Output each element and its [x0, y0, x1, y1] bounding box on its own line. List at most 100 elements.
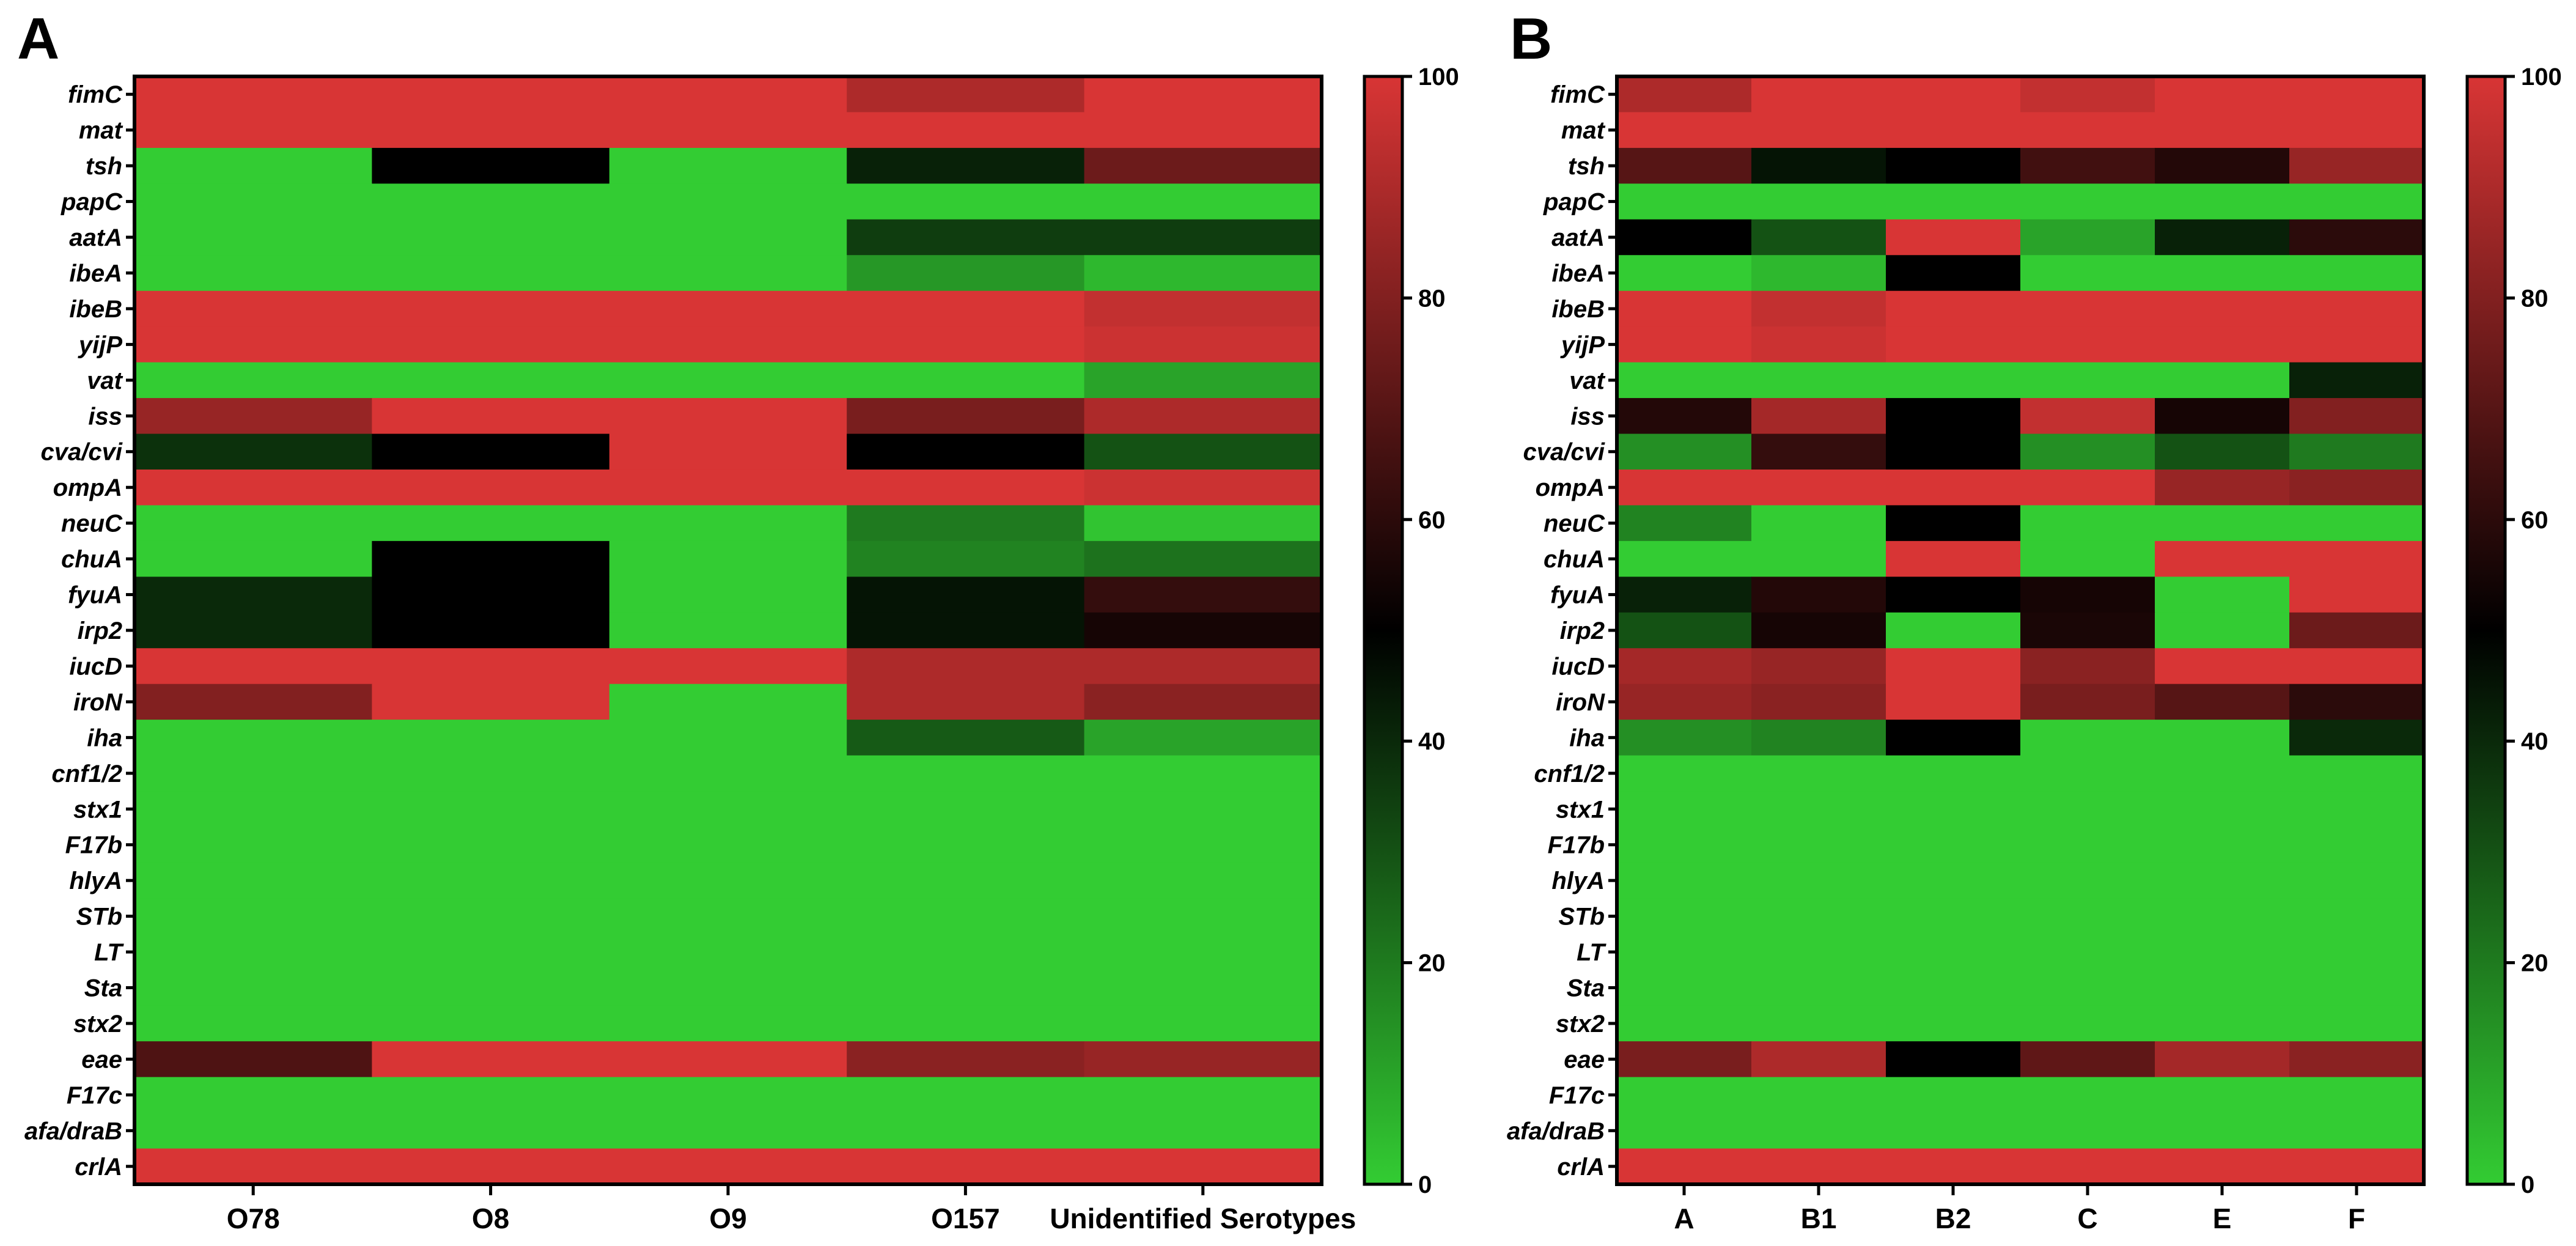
heatmap-cell	[2155, 183, 2290, 220]
heatmap-cell	[1886, 219, 2021, 256]
heatmap-cell	[1084, 362, 1322, 399]
heatmap-cell	[609, 1041, 847, 1078]
heatmap-cell	[1751, 648, 1886, 685]
heatmap-cell	[134, 112, 372, 149]
heatmap-cell	[609, 934, 847, 970]
row-label: mat	[79, 117, 123, 144]
column-label: Unidentified Serotypes	[1050, 1203, 1356, 1234]
heatmap-cell	[134, 827, 372, 863]
heatmap-cell	[1886, 648, 2021, 685]
heatmap-cell	[2289, 219, 2424, 256]
row-label: irp2	[1560, 617, 1605, 644]
heatmap-cell	[1751, 1005, 1886, 1042]
heatmap-cell	[1751, 112, 1886, 149]
heatmap-cell	[847, 147, 1085, 184]
heatmap-cell	[609, 684, 847, 720]
row-label: tsh	[86, 153, 122, 180]
row-label: chuA	[61, 546, 122, 573]
heatmap-cell	[2155, 970, 2290, 1006]
heatmap-cell	[1084, 433, 1322, 470]
row-label: stx1	[1556, 796, 1605, 823]
heatmap-cell	[1617, 827, 1752, 863]
heatmap-cell	[2020, 684, 2155, 720]
heatmap-cell	[2020, 648, 2155, 685]
heatmap-cell	[372, 540, 610, 577]
heatmap-cell	[1617, 1148, 1752, 1185]
heatmap-cell	[847, 862, 1085, 899]
heatmap-cell	[134, 720, 372, 756]
heatmap-cell	[1751, 827, 1886, 863]
heatmap-cell	[2155, 755, 2290, 792]
heatmap-cell	[2155, 1041, 2290, 1078]
heatmap-cell	[134, 398, 372, 435]
heatmap-cell	[134, 898, 372, 935]
heatmap-cell	[2020, 1077, 2155, 1113]
heatmap-cell	[1751, 755, 1886, 792]
colorbar	[1363, 75, 1404, 1186]
heatmap-cell	[847, 398, 1085, 435]
heatmap-cell	[1084, 540, 1322, 577]
heatmap-cell	[2155, 76, 2290, 113]
heatmap-cell	[134, 612, 372, 649]
row-label: cva/cvi	[41, 439, 123, 466]
heatmap-cell	[1084, 862, 1322, 899]
heatmap-cell	[2020, 290, 2155, 327]
heatmap-cell	[2020, 398, 2155, 435]
column-label: O78	[227, 1203, 280, 1234]
row-label: F17b	[65, 832, 122, 859]
heatmap-cell	[1084, 827, 1322, 863]
heatmap-cell	[1084, 684, 1322, 720]
heatmap-cell	[1617, 612, 1752, 649]
heatmap-cell	[1751, 362, 1886, 399]
heatmap-cell	[134, 684, 372, 720]
row-label: ibeA	[1551, 260, 1605, 287]
heatmap-cell	[1084, 255, 1322, 292]
heatmap-cell	[2289, 1041, 2424, 1078]
heatmap-cell	[1084, 1005, 1322, 1042]
heatmap-cell	[2155, 898, 2290, 935]
heatmap-cell	[2020, 505, 2155, 542]
heatmap-cell	[2020, 755, 2155, 792]
row-label: eae	[1564, 1046, 1605, 1073]
row-label: afa/draB	[1507, 1118, 1605, 1145]
heatmap-cell	[372, 791, 610, 828]
row-label: vat	[87, 367, 123, 394]
heatmap-cell	[2020, 791, 2155, 828]
heatmap-cell	[1751, 326, 1886, 363]
row-label: tsh	[1568, 153, 1605, 180]
heatmap-cell	[2020, 612, 2155, 649]
heatmap-cell	[847, 1148, 1085, 1185]
heatmap-cell	[609, 326, 847, 363]
heatmap-cell	[1617, 755, 1752, 792]
heatmap-cell	[2289, 290, 2424, 327]
row-label: afa/draB	[24, 1118, 122, 1145]
heatmap-cell	[1886, 755, 2021, 792]
heatmap-cell	[1751, 290, 1886, 327]
heatmap-cell	[2155, 577, 2290, 613]
heatmap-cell	[2020, 827, 2155, 863]
heatmap-cell	[2289, 505, 2424, 542]
heatmap-cell	[847, 219, 1085, 256]
heatmap-cell	[2289, 684, 2424, 720]
heatmap-cell	[2155, 827, 2290, 863]
heatmap-cell	[134, 76, 372, 113]
heatmap-cell	[1084, 612, 1322, 649]
heatmap-cell	[372, 755, 610, 792]
heatmap-cell	[1617, 720, 1752, 756]
row-label: stx2	[1556, 1011, 1605, 1038]
heatmap-cell	[1084, 898, 1322, 935]
heatmap-cell	[1886, 970, 2021, 1006]
heatmap-cell	[1084, 970, 1322, 1006]
heatmap-cell	[1886, 469, 2021, 506]
heatmap-cell	[1751, 791, 1886, 828]
heatmap-cell	[134, 255, 372, 292]
heatmap-cell	[2289, 326, 2424, 363]
heatmap-cell	[2020, 898, 2155, 935]
colorbar-tick-label: 40	[1418, 728, 1446, 755]
heatmap-cell	[1617, 219, 1752, 256]
heatmap-cell	[2020, 469, 2155, 506]
heatmap-cell	[1886, 362, 2021, 399]
heatmap-cell	[2289, 648, 2424, 685]
heatmap-cell	[134, 362, 372, 399]
column-label: A	[1674, 1203, 1694, 1234]
